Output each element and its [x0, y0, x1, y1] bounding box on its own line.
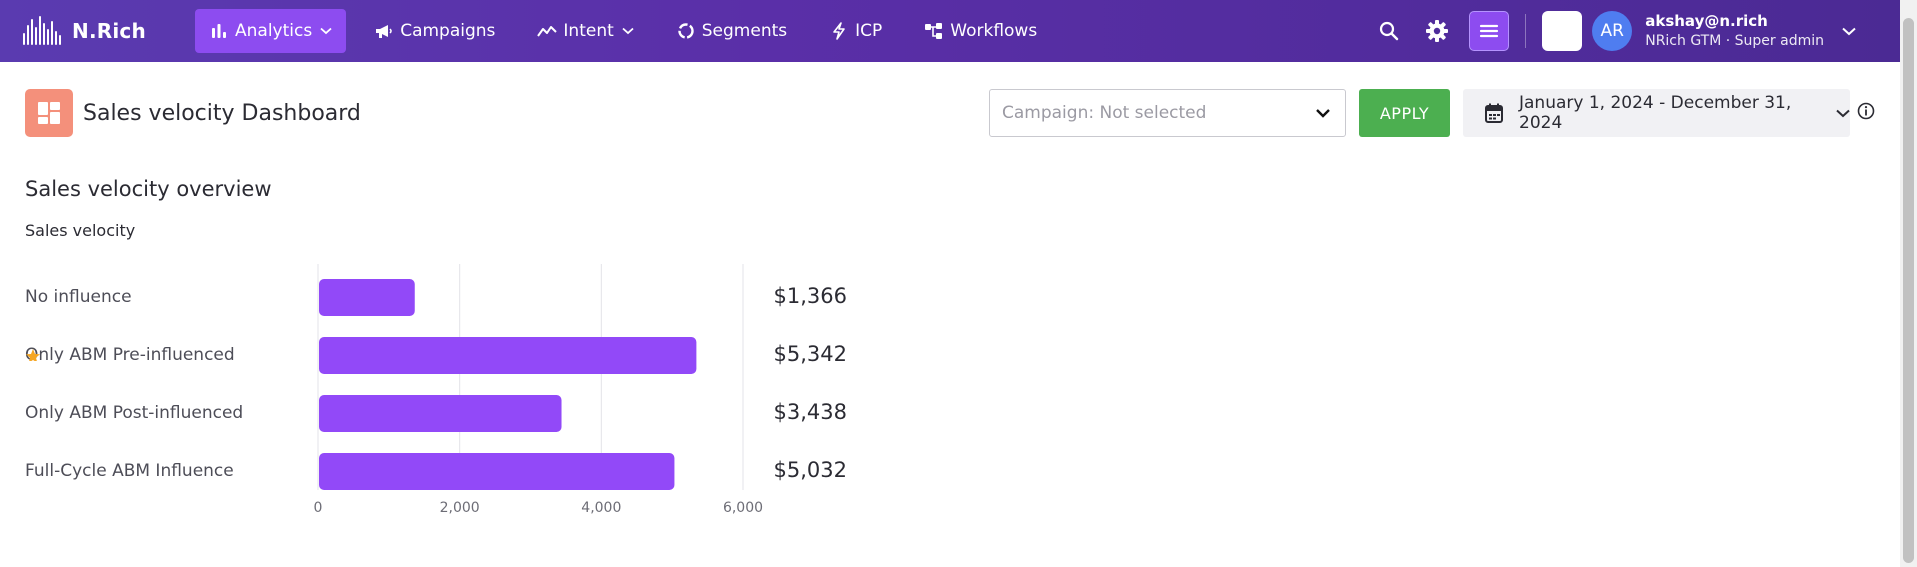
workflow-icon — [924, 21, 944, 41]
nav-item-label: Workflows — [950, 21, 1038, 41]
apply-button[interactable]: APPLY — [1359, 89, 1450, 137]
nav-item-workflows[interactable]: Workflows — [910, 9, 1051, 53]
x-tick-label: 6,000 — [722, 500, 764, 516]
hamburger-icon — [1480, 24, 1499, 38]
date-range-value: January 1, 2024 - December 31, 2024 — [1519, 93, 1792, 133]
search-button[interactable] — [1373, 15, 1405, 47]
value-label: $3,438 — [773, 400, 847, 424]
category-label: Full-Cycle ABM Influence — [25, 461, 234, 481]
chart-subtitle: Sales velocity — [25, 221, 136, 240]
x-tick-label: 4,000 — [581, 500, 622, 516]
search-icon — [1380, 21, 1399, 41]
nav-item-icp[interactable]: ICP — [815, 9, 896, 53]
gear-icon — [1426, 20, 1449, 42]
waveform-logo-icon — [23, 16, 61, 45]
nav-item-campaigns[interactable]: Campaigns — [360, 9, 509, 53]
workspace-waveform-icon — [1549, 20, 1576, 43]
nav-item-segments[interactable]: Segments — [662, 9, 801, 53]
megaphone-icon — [374, 21, 394, 41]
donut-icon — [676, 21, 696, 41]
page-header: Sales velocity Dashboard — [25, 89, 361, 137]
category-label: Only ABM Pre-influenced — [25, 345, 241, 365]
value-label: $5,342 — [773, 342, 847, 366]
header-divider — [1525, 14, 1527, 48]
section-title: Sales velocity overview — [25, 177, 272, 201]
chevron-down-icon — [622, 27, 634, 35]
category-label-text: Full-Cycle ABM Influence — [25, 461, 234, 481]
chevron-down-icon — [1842, 27, 1856, 35]
x-tick-label: 0 — [313, 500, 323, 516]
campaign-select[interactable]: Campaign: Not selected — [989, 89, 1346, 137]
nav-item-label: Segments — [701, 21, 788, 41]
category-label-text: Only ABM Post-influenced — [25, 403, 244, 423]
nav-item-intent[interactable]: Intent — [523, 9, 647, 53]
category-label-text: No influence — [25, 287, 132, 307]
page-title: Sales velocity Dashboard — [83, 100, 361, 126]
bar-chart-icon — [209, 21, 229, 41]
trend-icon — [537, 21, 558, 41]
vertical-scrollbar[interactable] — [1900, 0, 1917, 567]
bolt-icon — [829, 21, 849, 41]
bar[interactable] — [319, 453, 675, 490]
date-range-picker[interactable]: January 1, 2024 - December 31, 2024 — [1463, 89, 1850, 137]
category-label: Only ABM Post-influenced — [25, 403, 243, 423]
category-label: No influence — [25, 287, 132, 307]
nav-item-label: Analytics — [235, 21, 313, 41]
user-info[interactable]: akshay@n.rich NRich GTM · Super admin — [1645, 12, 1824, 50]
main-nav: Analytics Campaigns Intent Segments — [195, 0, 1065, 62]
chart-svg — [317, 264, 744, 490]
chevron-down-icon — [320, 27, 332, 35]
scrollbar-thumb[interactable] — [1903, 18, 1914, 563]
category-label-text: Only ABM Pre-influenced — [25, 345, 235, 365]
campaign-select-value: Campaign: Not selected — [1002, 103, 1207, 123]
value-label: $1,366 — [773, 284, 847, 308]
info-icon[interactable] — [1857, 102, 1875, 124]
brand-logo[interactable]: N.Rich — [22, 14, 172, 48]
top-navigation-bar: N.Rich Analytics Campaigns Intent — [0, 0, 1900, 62]
bar[interactable] — [319, 279, 415, 316]
chevron-down-icon — [1836, 109, 1850, 118]
chevron-down-icon — [1315, 105, 1331, 126]
sales-velocity-chart: 0 2,000 4,000 6,000 No influence $1,366 Only A… — [0, 250, 900, 540]
calendar-icon — [1485, 103, 1503, 123]
nav-item-analytics[interactable]: Analytics — [195, 9, 347, 53]
user-menu-chevron[interactable] — [1842, 27, 1856, 36]
brand-name: N.Rich — [72, 19, 146, 43]
header-tools: AR akshay@n.rich NRich GTM · Super admin — [1357, 0, 1856, 62]
menu-button[interactable] — [1469, 11, 1510, 51]
user-email: akshay@n.rich — [1645, 12, 1768, 31]
bar[interactable] — [319, 337, 697, 374]
user-avatar[interactable]: AR — [1592, 11, 1633, 51]
workspace-logo[interactable] — [1542, 11, 1583, 51]
nav-item-label: Campaigns — [400, 21, 496, 41]
dashboard-icon — [25, 89, 73, 137]
bar[interactable] — [319, 395, 562, 432]
value-label: $5,032 — [773, 458, 847, 482]
nav-item-label: Intent — [563, 21, 614, 41]
settings-button[interactable] — [1421, 15, 1453, 47]
user-org: NRich GTM · Super admin — [1645, 32, 1824, 49]
nav-item-label: ICP — [855, 21, 883, 41]
x-tick-label: 2,000 — [439, 500, 480, 516]
